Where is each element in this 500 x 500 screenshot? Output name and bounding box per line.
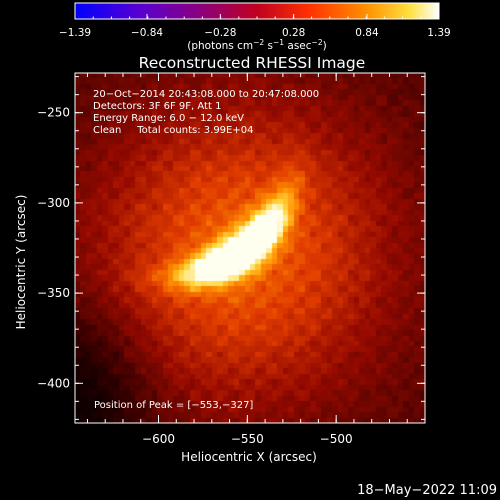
axis-ticks: −600 −550 −500 −250 −300 −350 −400 (37, 73, 425, 446)
peak-position-text: Position of Peak = [−553,−327] (94, 400, 253, 411)
x-tick-label: −550 (231, 432, 264, 446)
heatmap-image-container (75, 73, 425, 423)
annotation-energy-range: Energy Range: 6.0 − 12.0 keV (93, 113, 244, 124)
x-axis-label: Heliocentric X (arcsec) (181, 450, 317, 464)
colorbar: −1.39 −0.84 −0.28 0.28 0.84 1.39 (photons cm−… (59, 2, 451, 52)
colorbar-tick-label: 1.39 (427, 27, 450, 39)
y-tick-label: −400 (37, 376, 70, 390)
chart-title: Reconstructed RHESSI Image (139, 54, 366, 72)
annotation-time-range: 20−Oct−2014 20:43:08.000 to 20:47:08.000 (93, 89, 319, 100)
colorbar-tick-label: 0.28 (282, 27, 305, 39)
colorbar-tick-label: −1.39 (59, 27, 91, 39)
y-tick-label: −350 (37, 286, 70, 300)
plot-date: 18−May−2022 11:09 (357, 483, 497, 498)
annotation-counts: Clean Total counts: 3.99E+04 (93, 125, 253, 136)
observation-info: 20−Oct−2014 20:43:08.000 to 20:47:08.000… (93, 89, 319, 136)
x-tick-label: −500 (320, 432, 353, 446)
colorbar-unit-label: (photons cm−2 s−1 asec−2) (187, 38, 326, 52)
x-tick-label: −600 (142, 432, 175, 446)
colorbar-tick-label: −0.28 (204, 27, 236, 39)
colorbar-gradient (75, 3, 439, 19)
colorbar-tick-label: −0.84 (131, 27, 163, 39)
plot-frame (74, 72, 426, 424)
y-tick-label: −300 (37, 196, 70, 210)
colorbar-ticks: −1.39 −0.84 −0.28 0.28 0.84 1.39 (59, 14, 451, 39)
y-tick-label: −250 (37, 106, 70, 120)
colorbar-tick-label: 0.84 (355, 27, 379, 39)
y-axis-label: Heliocentric Y (arcsec) (14, 195, 28, 330)
annotation-detectors: Detectors: 3F 6F 9F, Att 1 (93, 101, 221, 112)
plot-area: −600 −550 −500 −250 −300 −350 −400 (37, 72, 426, 446)
